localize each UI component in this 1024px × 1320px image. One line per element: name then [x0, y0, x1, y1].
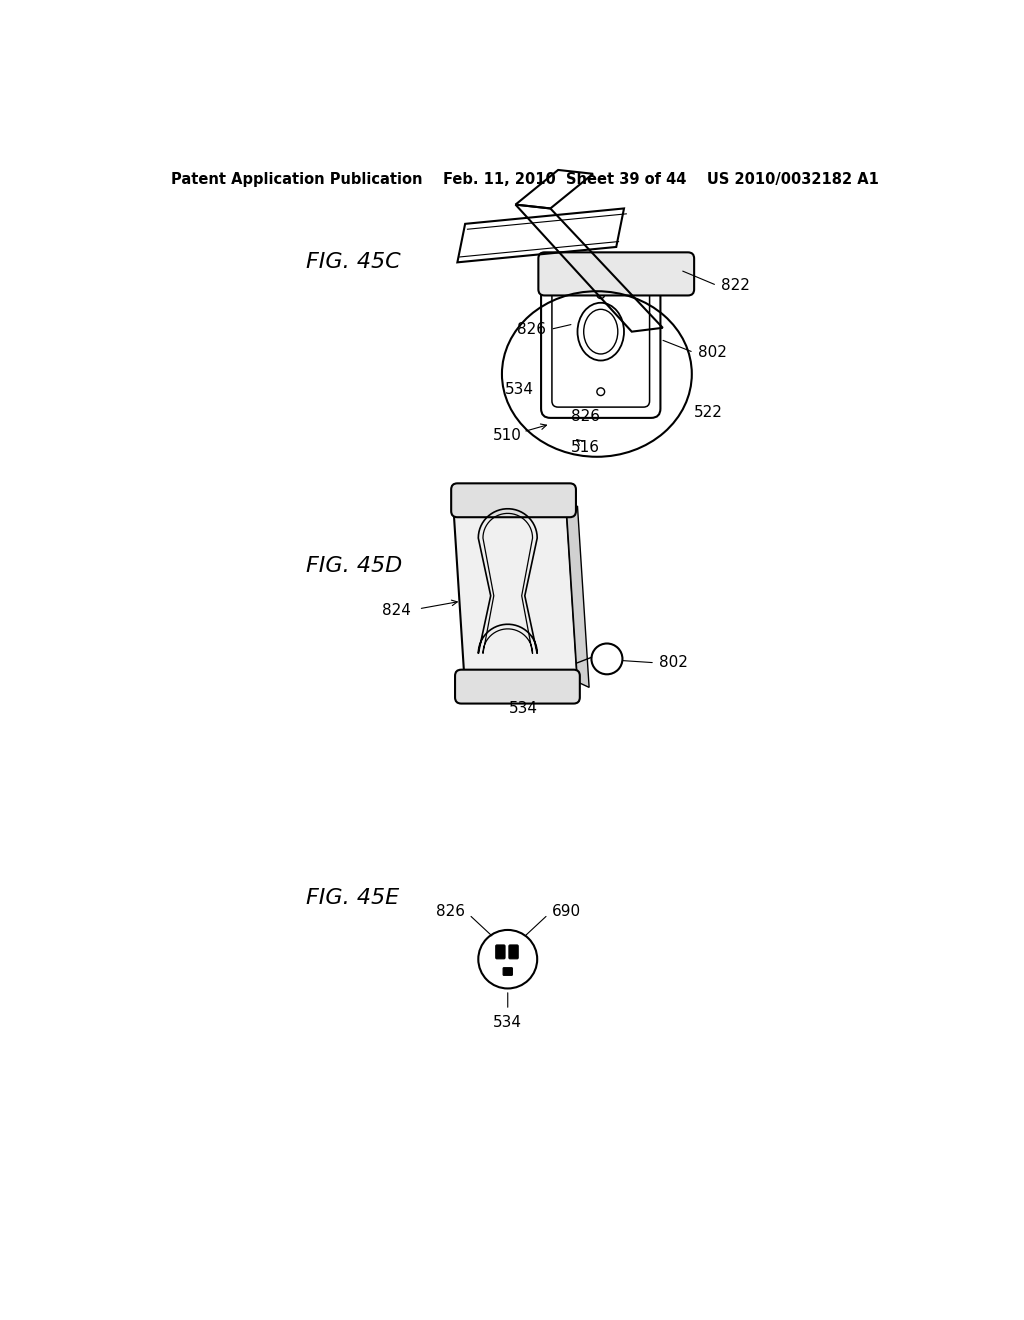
Text: FIG. 45E: FIG. 45E [306, 887, 399, 908]
Text: 826: 826 [570, 409, 600, 424]
Text: 822: 822 [721, 279, 750, 293]
Text: 690: 690 [552, 904, 581, 919]
Text: 522: 522 [693, 405, 723, 420]
Polygon shape [566, 502, 589, 688]
Text: 802: 802 [697, 345, 726, 360]
Text: 534: 534 [509, 701, 538, 717]
Text: 534: 534 [505, 381, 534, 397]
FancyBboxPatch shape [503, 968, 512, 975]
Text: 510: 510 [494, 428, 522, 444]
Text: 824: 824 [382, 603, 411, 618]
Text: FIG. 45C: FIG. 45C [306, 252, 400, 272]
Polygon shape [454, 502, 578, 689]
Text: FIG. 45D: FIG. 45D [306, 557, 402, 577]
Text: 802: 802 [658, 655, 688, 671]
FancyBboxPatch shape [496, 945, 505, 958]
Circle shape [478, 929, 538, 989]
Text: 516: 516 [570, 440, 600, 454]
FancyBboxPatch shape [539, 252, 694, 296]
Text: Patent Application Publication    Feb. 11, 2010  Sheet 39 of 44    US 2010/00321: Patent Application Publication Feb. 11, … [171, 173, 879, 187]
Circle shape [592, 644, 623, 675]
FancyBboxPatch shape [452, 483, 575, 517]
Text: 826: 826 [436, 904, 465, 919]
Text: 826: 826 [517, 322, 547, 337]
FancyBboxPatch shape [541, 268, 660, 418]
Text: 534: 534 [494, 1015, 522, 1030]
FancyBboxPatch shape [509, 945, 518, 958]
FancyBboxPatch shape [455, 669, 580, 704]
